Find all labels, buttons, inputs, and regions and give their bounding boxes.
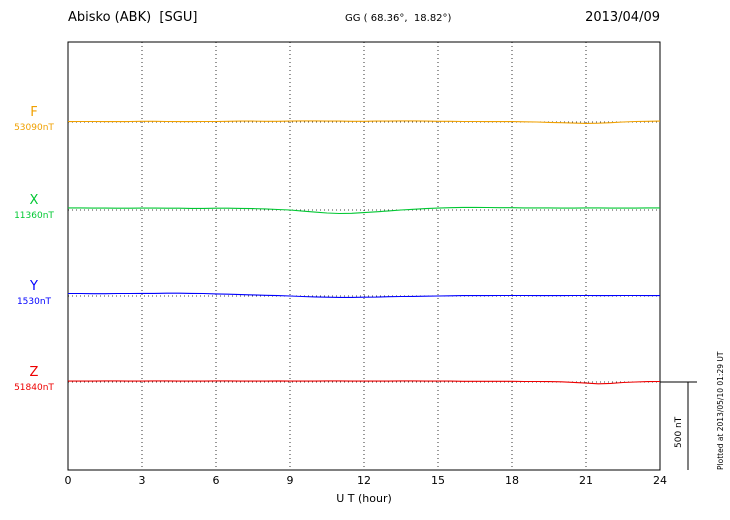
x-tick-label-12: 12 [357, 474, 371, 487]
trace-X [68, 206, 660, 215]
station-title: Abisko (ABK) [SGU] [68, 10, 198, 25]
x-tick-label-21: 21 [579, 474, 593, 487]
x-tick-label-15: 15 [431, 474, 445, 487]
series-label-X: X 11360nT [2, 194, 66, 221]
x-tick-label-24: 24 [653, 474, 667, 487]
baseline-value-F: 53090nT [14, 123, 54, 133]
scalebar-label: 500 nT [674, 416, 684, 448]
baseline-value-Z: 51840nT [14, 383, 54, 393]
component-letter-Y: Y [30, 279, 38, 294]
plotted-at-footnote: Plotted at 2013/05/10 01:29 UT [716, 351, 725, 470]
geographic-coords-label: GG ( 68.36°, 18.82°) [345, 13, 452, 24]
baseline-value-X: 11360nT [14, 211, 54, 221]
trace-F [67, 120, 661, 124]
date-label: 2013/04/09 [585, 10, 660, 25]
trace-Y [68, 292, 660, 298]
component-letter-X: X [29, 193, 39, 208]
series-label-F: F 53090nT [2, 106, 66, 133]
x-tick-label-9: 9 [286, 474, 294, 487]
x-axis-title: U T (hour) [336, 492, 392, 505]
component-letter-Z: Z [29, 365, 39, 380]
trace-Z [68, 380, 661, 385]
x-tick-label-3: 3 [138, 474, 146, 487]
baseline-value-Y: 1530nT [16, 297, 52, 307]
x-tick-label-18: 18 [505, 474, 519, 487]
plot-frame [67, 41, 661, 471]
x-tick-label-6: 6 [212, 474, 220, 487]
x-tick-label-0: 0 [64, 474, 72, 487]
series-label-Z: Z 51840nT [2, 366, 66, 393]
series-label-Y: Y 1530nT [2, 280, 66, 307]
component-letter-F: F [30, 105, 38, 120]
